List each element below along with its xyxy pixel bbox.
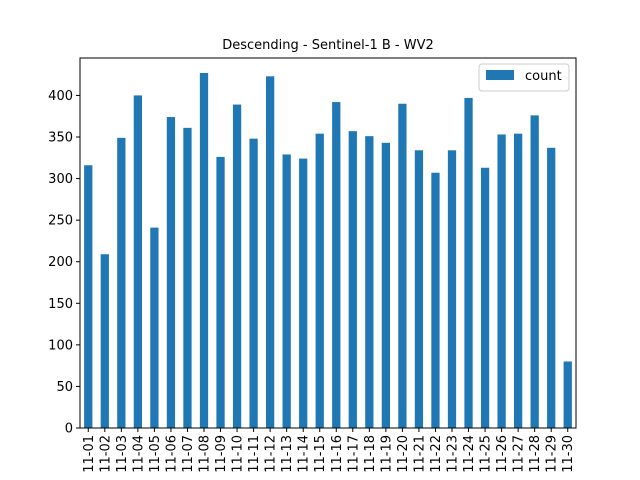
x-tick-label-11-09: 11-09 <box>214 435 229 473</box>
x-tick-label-11-29: 11-29 <box>545 435 560 473</box>
y-axis: 0 50 100 150 200 250 300 350 400 <box>48 89 80 437</box>
x-axis: 11-01 11-02 11-03 11-04 11-05 11-06 11-07 11-08… <box>82 428 576 473</box>
x-tick-label-11-21: 11-21 <box>412 435 427 473</box>
y-tick-label: 400 <box>48 89 73 104</box>
x-tick-label-11-27: 11-27 <box>512 435 527 473</box>
x-tick-label-11-02: 11-02 <box>98 435 113 473</box>
bar-11-13 <box>282 154 291 428</box>
bar-11-16 <box>332 102 341 428</box>
bar-11-28 <box>530 115 539 428</box>
y-tick-label: 150 <box>48 297 73 312</box>
x-tick-label-11-15: 11-15 <box>313 435 328 473</box>
bar-11-23 <box>447 150 457 429</box>
bar-11-06 <box>166 117 176 429</box>
bar-11-10 <box>232 104 242 428</box>
bar-11-21 <box>414 150 424 429</box>
x-tick-label-11-26: 11-26 <box>495 435 510 473</box>
x-tick-label-11-05: 11-05 <box>148 435 163 473</box>
bar-11-07 <box>183 127 192 428</box>
bar-11-29 <box>547 147 556 428</box>
bar-11-15 <box>315 133 324 429</box>
x-tick-label-11-17: 11-17 <box>346 435 361 473</box>
bar-11-18 <box>365 136 374 429</box>
x-tick-label-11-25: 11-25 <box>479 435 494 473</box>
x-tick-label-11-11: 11-11 <box>247 435 262 473</box>
legend-label: count <box>525 69 562 84</box>
x-tick-label-11-03: 11-03 <box>115 435 130 473</box>
x-tick-label-11-07: 11-07 <box>181 435 196 473</box>
plot-frame <box>79 57 577 429</box>
x-tick-label-11-23: 11-23 <box>446 435 461 473</box>
y-tick-label: 350 <box>48 130 73 145</box>
bar-11-22 <box>431 172 440 428</box>
x-tick-label-11-18: 11-18 <box>363 435 378 473</box>
x-tick-label-11-06: 11-06 <box>164 435 179 473</box>
chart-title: Descending - Sentinel-1 B - WV2 <box>222 38 434 53</box>
bar-11-26 <box>497 134 506 428</box>
bar-11-03 <box>117 137 126 428</box>
x-tick-label-11-19: 11-19 <box>379 435 394 473</box>
y-tick-label: 50 <box>56 380 73 395</box>
bar-11-20 <box>398 103 407 428</box>
y-tick-label: 200 <box>48 255 73 270</box>
bar-11-02 <box>100 254 109 428</box>
y-tick-label: 250 <box>48 214 73 229</box>
bar-11-25 <box>480 167 490 428</box>
x-tick-label-11-16: 11-16 <box>330 435 345 473</box>
x-tick-label-11-20: 11-20 <box>396 435 411 473</box>
bar-11-01 <box>84 165 93 428</box>
legend: count <box>478 63 570 92</box>
x-tick-label-11-01: 11-01 <box>82 435 97 473</box>
x-tick-label-11-14: 11-14 <box>297 435 312 473</box>
bar-11-09 <box>216 156 225 428</box>
x-tick-label-11-22: 11-22 <box>429 435 444 473</box>
bar-11-05 <box>150 227 159 428</box>
y-tick-label: 0 <box>65 422 73 437</box>
x-tick-label-11-04: 11-04 <box>131 435 146 473</box>
bar-11-24 <box>464 97 473 429</box>
x-tick-label-11-12: 11-12 <box>264 435 279 473</box>
x-tick-label-11-30: 11-30 <box>561 435 576 473</box>
bar-11-17 <box>348 131 357 429</box>
bar-11-30 <box>563 361 572 428</box>
bar-11-08 <box>199 72 209 428</box>
x-tick-label-11-08: 11-08 <box>198 435 213 473</box>
x-tick-label-11-10: 11-10 <box>231 435 246 473</box>
legend-swatch <box>486 70 514 80</box>
x-tick-label-11-24: 11-24 <box>462 435 477 473</box>
bar-11-19 <box>381 142 390 428</box>
bar-11-14 <box>299 158 308 428</box>
bar-11-12 <box>266 76 275 428</box>
y-tick-label: 300 <box>48 172 73 187</box>
bar-11-27 <box>514 133 523 429</box>
y-tick-label: 100 <box>48 338 73 353</box>
bars-group <box>84 72 572 429</box>
x-tick-label-11-13: 11-13 <box>280 435 295 473</box>
bar-11-04 <box>133 95 142 428</box>
bar-11-11 <box>249 138 258 429</box>
x-tick-label-11-28: 11-28 <box>528 435 543 473</box>
